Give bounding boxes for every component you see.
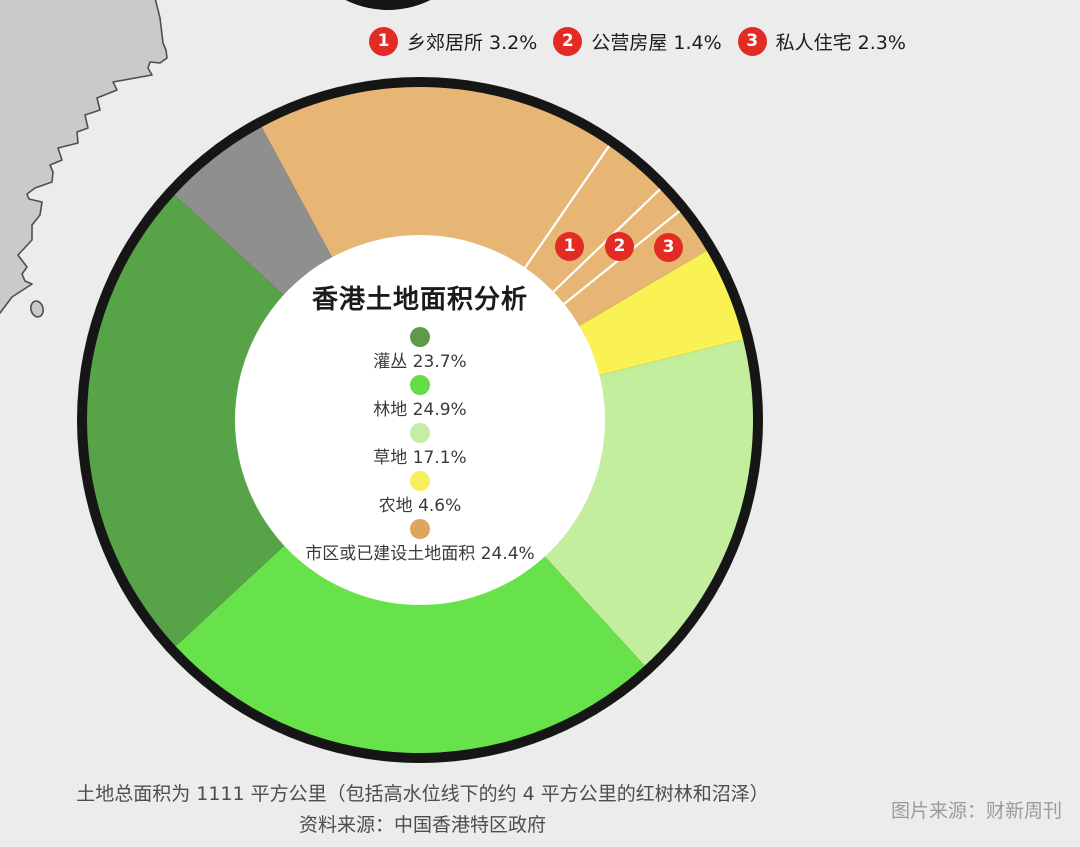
shrubland-dot-icon (409, 327, 430, 347)
badge-3-icon: 3 (737, 27, 767, 56)
donut-svg (77, 77, 763, 763)
legend-label: 乡郊居所 3.2% (407, 32, 538, 54)
small-island-shape (30, 300, 44, 318)
footnote: 土地总面积为 1111 平方公里（包括高水位线下的约 4 平方公里的红树林和沼泽… (0, 779, 845, 841)
legend-label: 林地 24.9% (373, 400, 467, 420)
footnote-line-2: 资料来源：中国香港特区政府 (298, 814, 546, 836)
coastline-map (0, 0, 168, 318)
legend-label: 公营房屋 1.4% (591, 32, 722, 54)
legend-item-public-housing: 2 公营房屋 1.4% (553, 27, 722, 56)
legend-label: 私人住宅 2.3% (775, 32, 906, 54)
legend-item-built-up: 市区或已建设土地面积 24.4% (305, 519, 535, 567)
legend-item-grassland: 草地 17.1% (373, 423, 467, 471)
legend-item-shrubland: 灌丛 23.7% (373, 327, 467, 375)
legend-item-farmland: 农地 4.6% (378, 471, 462, 519)
main-legend: 灌丛 23.7% 林地 24.9% 草地 17.1% 农地 4.6% 市区或已建… (305, 327, 535, 567)
footnote-line-1: 土地总面积为 1111 平方公里（包括高水位线下的约 4 平方公里的红树林和沼泽… (76, 783, 769, 805)
legend-item-private-housing: 3 私人住宅 2.3% (737, 27, 906, 56)
ring-badge-3: 3 (654, 233, 683, 262)
cropped-top-arc (293, 0, 483, 10)
chart-center-panel: 香港土地面积分析 灌丛 23.7% 林地 24.9% 草地 17.1% 农地 4… (235, 235, 605, 605)
legend-label: 市区或已建设土地面积 24.4% (305, 544, 535, 564)
chart-title: 香港土地面积分析 (311, 285, 528, 315)
legend-item-rural-housing: 1 乡郊居所 3.2% (369, 27, 537, 56)
built-up-dot-icon (409, 519, 430, 539)
image-credit: 图片来源：财新周刊 (890, 800, 1062, 822)
ring-badge-2: 2 (605, 232, 634, 261)
ring-badge-1: 1 (555, 232, 584, 261)
legend-label: 灌丛 23.7% (373, 352, 467, 372)
woodland-dot-icon (409, 375, 430, 395)
legend-label: 农地 4.6% (378, 496, 462, 516)
mainland-shape (0, 0, 168, 314)
built-up-legend: 1 乡郊居所 3.2% 2 公营房屋 1.4% 3 私人住宅 2.3% (369, 27, 906, 56)
farmland-dot-icon (409, 471, 430, 491)
legend-label: 草地 17.1% (373, 448, 467, 468)
badge-1-icon: 1 (369, 27, 398, 56)
grassland-dot-icon (409, 423, 430, 443)
legend-item-woodland: 林地 24.9% (373, 375, 467, 423)
donut-chart (77, 77, 763, 763)
badge-2-icon: 2 (553, 27, 583, 56)
